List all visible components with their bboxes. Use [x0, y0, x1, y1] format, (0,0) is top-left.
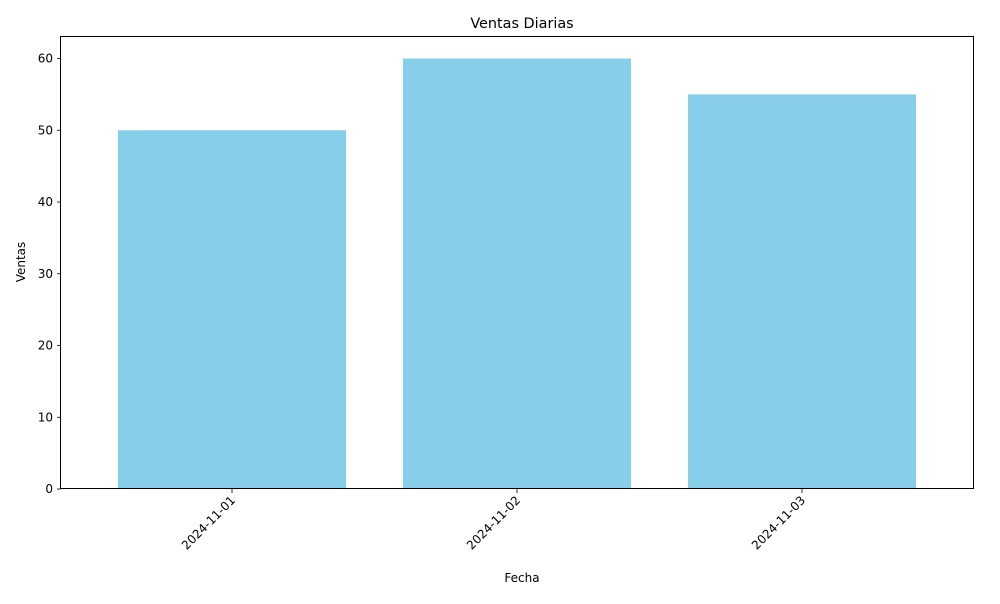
y-tick-label: 0	[45, 482, 53, 496]
x-tick-label: 2024-11-03	[749, 493, 808, 552]
y-axis-label: Ventas	[14, 242, 28, 283]
y-tick-label: 40	[38, 195, 53, 209]
plot-frame	[60, 36, 974, 489]
y-tick-label: 20	[38, 339, 53, 353]
y-tick-label: 50	[38, 123, 53, 137]
x-axis-label: Fecha	[504, 571, 539, 585]
bars-layer	[118, 58, 916, 490]
chart-title: Ventas Diarias	[470, 16, 573, 32]
x-tick-label: 2024-11-01	[179, 493, 238, 552]
bar-2024-11-01	[118, 130, 346, 489]
y-axis-ticks: 0 10 20 30 40 50 60	[38, 52, 61, 496]
x-tick-label: 2024-11-02	[464, 493, 523, 552]
y-tick-label: 10	[38, 410, 53, 424]
bar-2024-11-02	[403, 58, 631, 490]
y-tick-label: 30	[38, 267, 53, 281]
y-tick-label: 60	[38, 52, 53, 66]
bar-2024-11-03	[688, 94, 916, 490]
x-axis-ticks: 2024-11-01 2024-11-02 2024-11-03	[179, 489, 808, 552]
